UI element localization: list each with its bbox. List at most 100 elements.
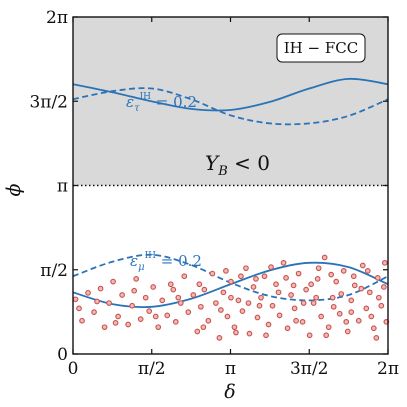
scatter-point	[284, 325, 291, 332]
scatter-point	[325, 324, 332, 331]
scatter-point	[115, 313, 121, 320]
region-label: YB < 0	[205, 151, 270, 179]
scatter-point	[94, 298, 100, 305]
scatter-point	[97, 285, 104, 292]
scatter-point	[340, 268, 347, 274]
scatter-point	[283, 274, 289, 281]
scatter-point	[370, 325, 377, 332]
scatter-point	[233, 329, 239, 336]
y-tick-label: 2π	[46, 8, 68, 28]
scatter-point	[177, 300, 184, 306]
scatter-point	[197, 303, 204, 310]
y-tick-label: π/2	[40, 261, 68, 281]
scatter-point	[194, 328, 201, 335]
x-tick-label: 0	[68, 359, 79, 379]
scatter-point	[290, 282, 297, 289]
scatter-point	[228, 294, 234, 301]
x-axis-label: δ	[224, 381, 235, 403]
scatter-point	[164, 312, 171, 319]
scatter-point	[368, 313, 375, 320]
scatter-point	[293, 317, 299, 324]
region-label-y: Y	[205, 151, 220, 175]
scatter-point	[216, 335, 223, 341]
scatter-point	[329, 294, 336, 301]
annotation-eps-mu: εμIH = 0.2	[130, 251, 202, 273]
scatter-point	[261, 273, 268, 280]
scatter-point	[344, 328, 351, 335]
scatter-point	[273, 281, 279, 288]
scatter-point	[275, 289, 282, 296]
scatter-point	[343, 318, 350, 325]
region-label-rel: < 0	[228, 151, 270, 175]
scatter-point	[159, 297, 166, 304]
scatter-point	[106, 300, 112, 306]
scatter-point	[218, 307, 224, 313]
scatter-point	[253, 276, 259, 282]
y-tick-label: 0	[57, 345, 68, 365]
scatter-point	[133, 276, 140, 282]
scatter-point	[348, 309, 355, 316]
scatter-point	[313, 294, 320, 301]
scatter-point	[269, 302, 276, 309]
scatter-point	[263, 332, 269, 339]
scatter-point	[375, 294, 382, 301]
svg-text:ετIH = 0.2: ετIH = 0.2	[126, 92, 197, 114]
x-tick-label: π/2	[138, 359, 166, 379]
scatter-point	[303, 286, 309, 293]
scatter-point	[201, 286, 208, 293]
scatter-point	[323, 332, 330, 339]
scatter-point	[91, 309, 97, 316]
scatter-point	[330, 303, 337, 310]
scatter-point	[280, 259, 287, 266]
legend-box: IH − FCC	[276, 33, 366, 63]
scatter-point	[172, 318, 179, 325]
scatter-point	[381, 259, 388, 266]
scatter-point	[142, 294, 149, 301]
legend-text: IH − FCC	[284, 39, 358, 57]
scatter-point	[181, 273, 188, 280]
region-label-sub: B	[217, 164, 228, 179]
scatter-point	[306, 332, 313, 339]
scatter-point	[366, 289, 373, 296]
scatter-point	[378, 302, 385, 309]
scatter-point	[254, 314, 261, 321]
scatter-point	[209, 270, 216, 277]
scatter-point	[350, 273, 357, 280]
scatter-point	[223, 268, 229, 274]
scatter-point	[295, 270, 302, 277]
scatter-point	[185, 309, 192, 316]
svg-text:εμIH = 0.2: εμIH = 0.2	[130, 251, 202, 273]
scatter-point	[288, 292, 294, 298]
scatter-point	[228, 278, 234, 285]
scatter-point	[314, 276, 321, 282]
scatter-point	[167, 281, 174, 288]
scatter-point	[112, 320, 119, 326]
scatter-point	[363, 305, 370, 312]
scatter-point	[268, 264, 274, 270]
scatter-point	[239, 308, 246, 314]
series-line-0	[72, 77, 389, 112]
scatter-point	[76, 305, 82, 312]
y-axis-label: ϕ	[3, 183, 25, 196]
scatter-point	[355, 317, 362, 324]
scatter-point	[200, 324, 207, 331]
scatter-point	[238, 273, 244, 280]
scatter-point	[205, 317, 212, 324]
svg-text:YB < 0: YB < 0	[205, 151, 270, 179]
scatter-point	[245, 300, 252, 306]
scatter-point	[276, 312, 283, 319]
scatter-point	[170, 286, 177, 293]
scatter-point	[152, 313, 159, 320]
scatter-point	[364, 268, 371, 274]
scatter-point	[328, 271, 335, 278]
scatter-point	[318, 313, 325, 320]
scatter-point	[175, 294, 182, 301]
scatter-point	[258, 294, 264, 301]
scatter-point	[333, 278, 340, 285]
scatter-point	[196, 281, 203, 288]
scatter-point	[150, 284, 157, 290]
scatter-point	[308, 281, 314, 288]
scatter-point	[213, 300, 219, 306]
scatter-point	[155, 324, 162, 331]
